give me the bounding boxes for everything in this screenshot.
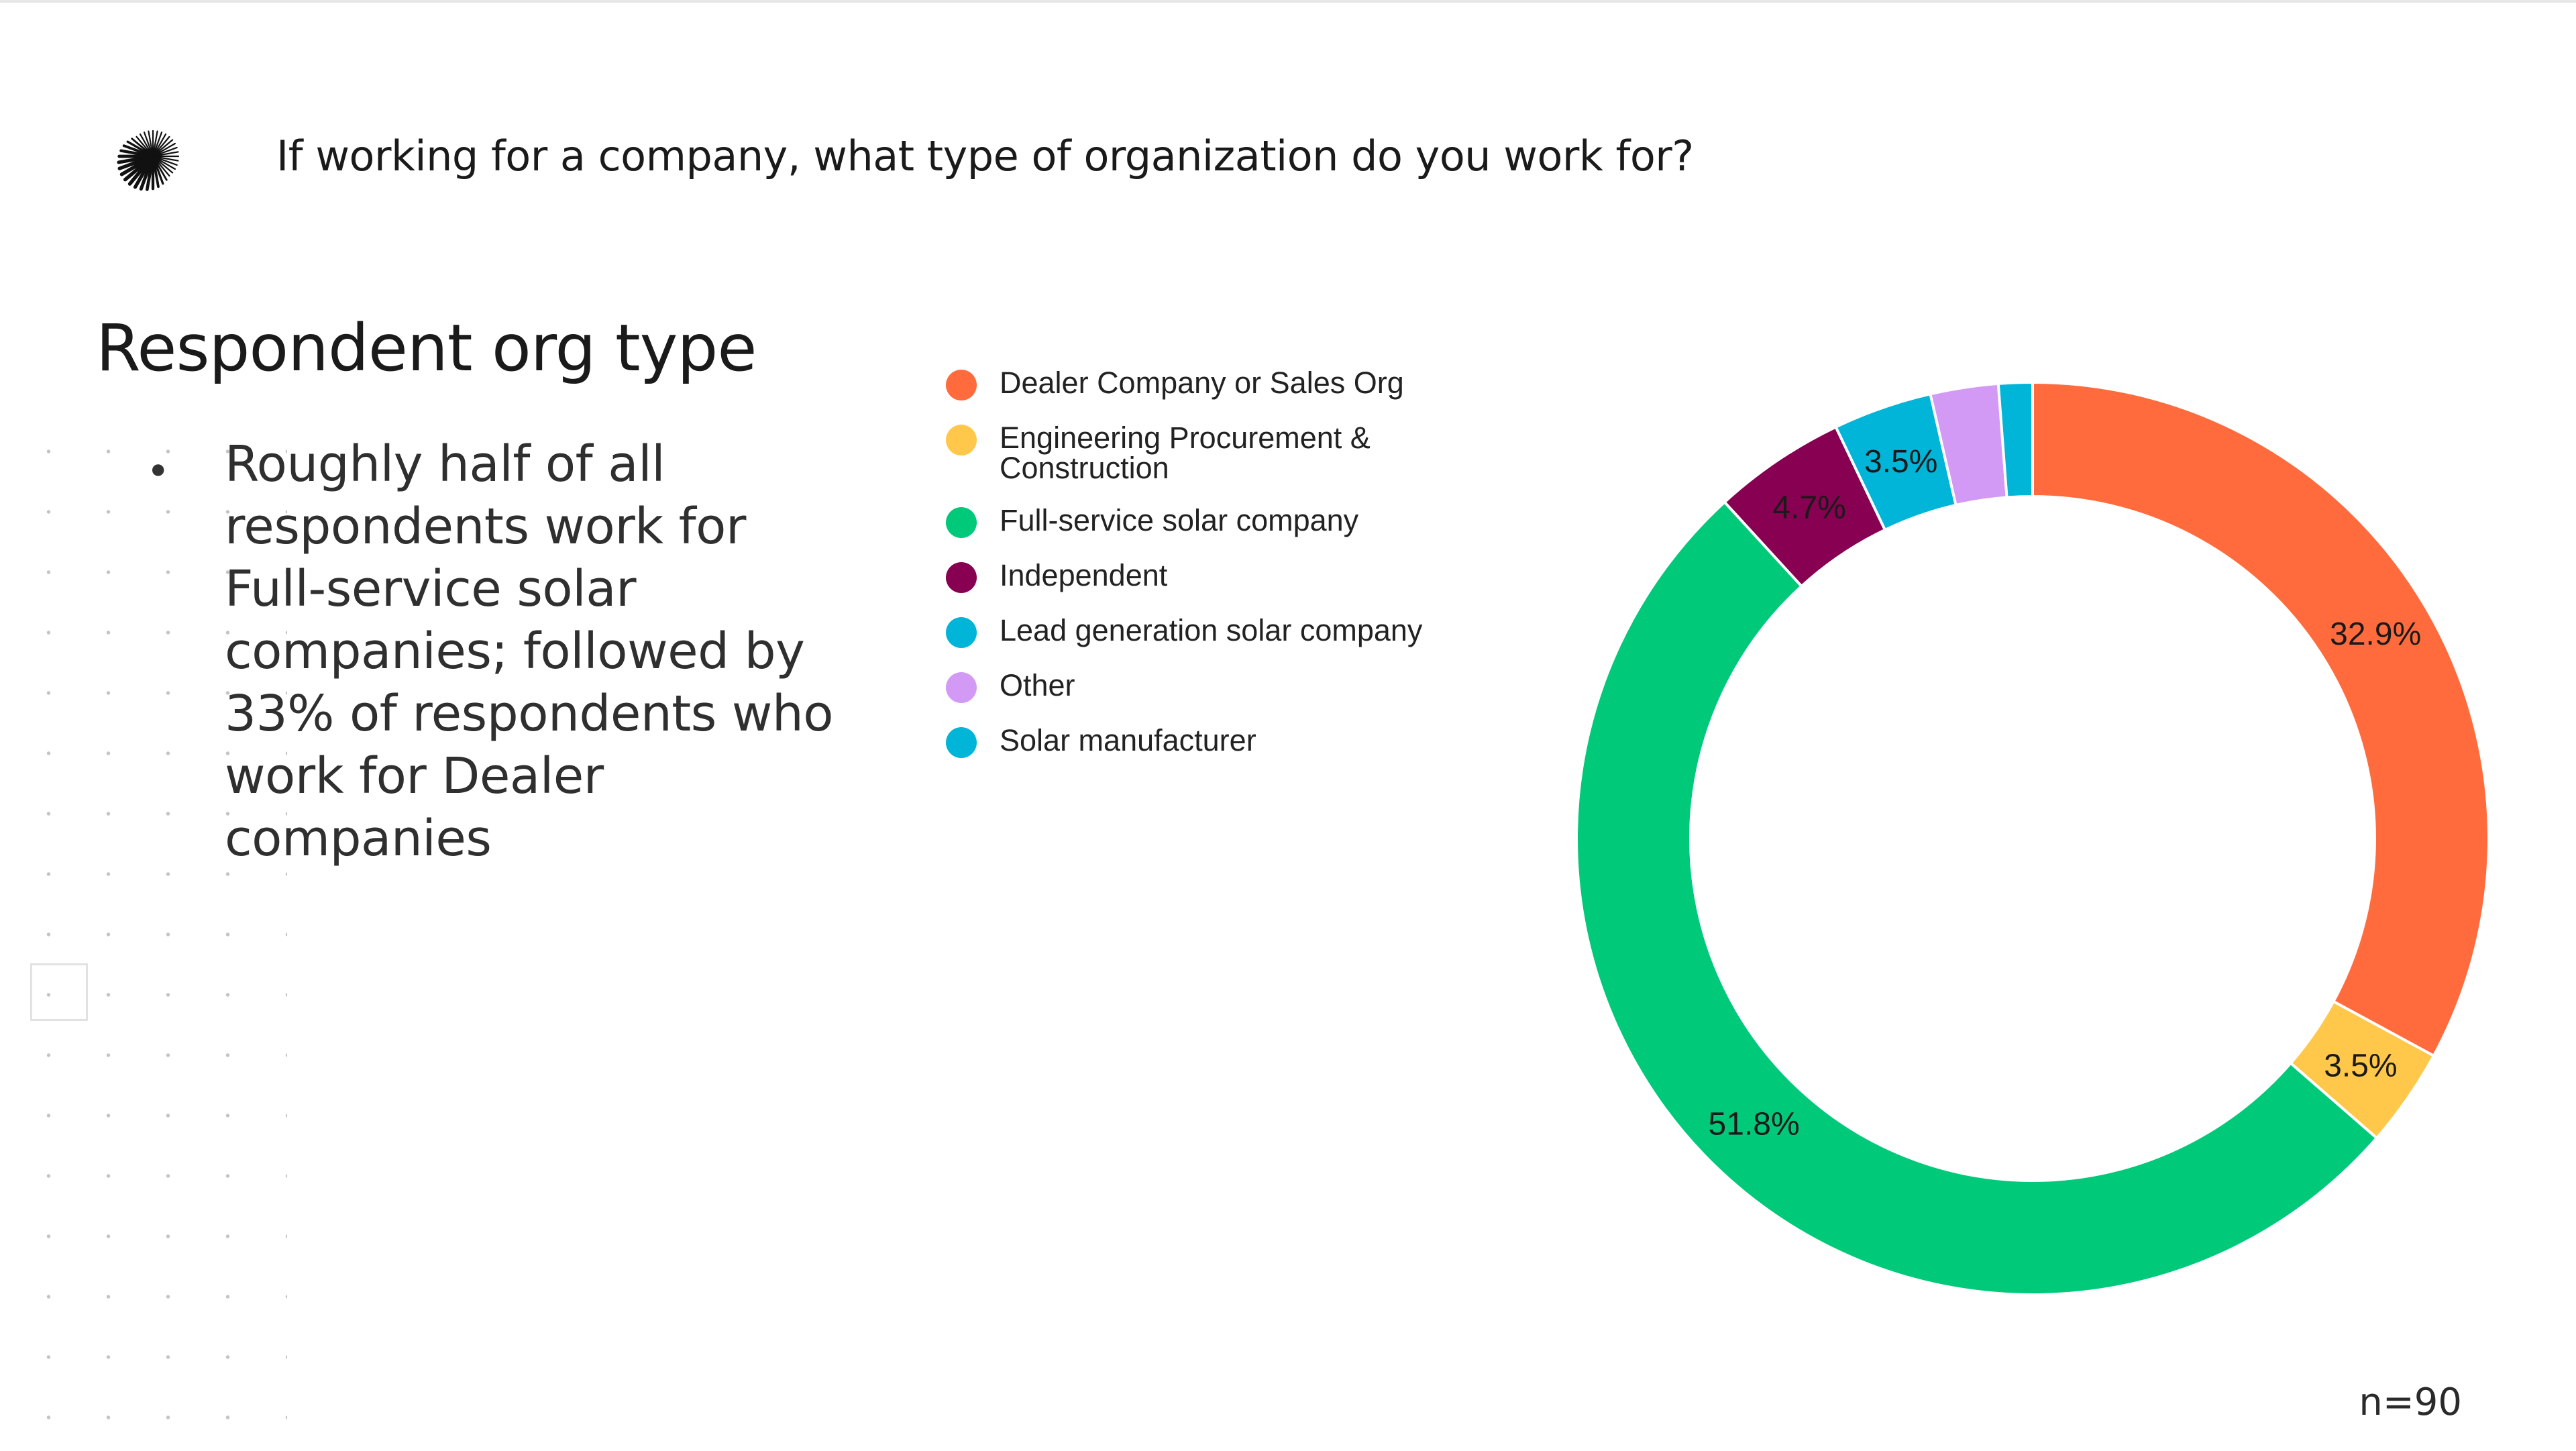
legend-label: Dealer Company or Sales Org (1000, 366, 1404, 400)
top-border (0, 0, 2576, 3)
sample-size-note: n=90 (2359, 1381, 2462, 1424)
legend-label: Other (1000, 668, 1075, 702)
legend-swatch (946, 425, 977, 455)
summary-bullet: Roughly half of all respondents work for… (225, 435, 834, 867)
legend-swatch (946, 617, 977, 648)
donut-chart: 32.9% 3.5% 51.8% 4.7% 3.5% (1575, 380, 2490, 1296)
legend-item: Engineering Procurement & Construction (946, 423, 1469, 483)
slice-value-label: 51.8% (1709, 1107, 1800, 1142)
legend-swatch (946, 672, 977, 703)
chart-legend: Dealer Company or Sales Org Engineering P… (946, 368, 1469, 780)
legend-label: Engineering Procurement & Construction (1000, 421, 1371, 485)
legend-item: Solar manufacturer (946, 725, 1469, 758)
donut-slice (1575, 500, 2379, 1296)
legend-swatch (946, 507, 977, 538)
bullet-marker: • (146, 448, 170, 495)
decorative-grid-square (30, 963, 88, 1021)
legend-item: Full-service solar company (946, 505, 1469, 538)
legend-label: Lead generation solar company (1000, 613, 1423, 647)
legend-swatch (946, 562, 977, 593)
legend-swatch (946, 727, 977, 758)
survey-question: If working for a company, what type of o… (276, 131, 1694, 180)
donut-slice (2031, 380, 2490, 1058)
starburst-logo-icon (117, 129, 180, 191)
slice-value-label: 3.5% (1864, 444, 1937, 480)
legend-label: Solar manufacturer (1000, 723, 1256, 757)
slide-title: Respondent org type (96, 311, 757, 386)
legend-item: Other (946, 670, 1469, 703)
slice-value-label: 3.5% (2324, 1049, 2397, 1084)
slice-value-label: 4.7% (1772, 490, 1845, 525)
slice-value-label: 32.9% (2330, 616, 2421, 652)
legend-label: Full-service solar company (1000, 503, 1359, 537)
legend-item: Independent (946, 560, 1469, 593)
donut-slice (1996, 380, 2034, 499)
legend-label: Independent (1000, 558, 1168, 592)
decorative-dot-grid (19, 421, 287, 1448)
legend-item: Lead generation solar company (946, 615, 1469, 648)
legend-swatch (946, 370, 977, 400)
legend-item: Dealer Company or Sales Org (946, 368, 1469, 400)
